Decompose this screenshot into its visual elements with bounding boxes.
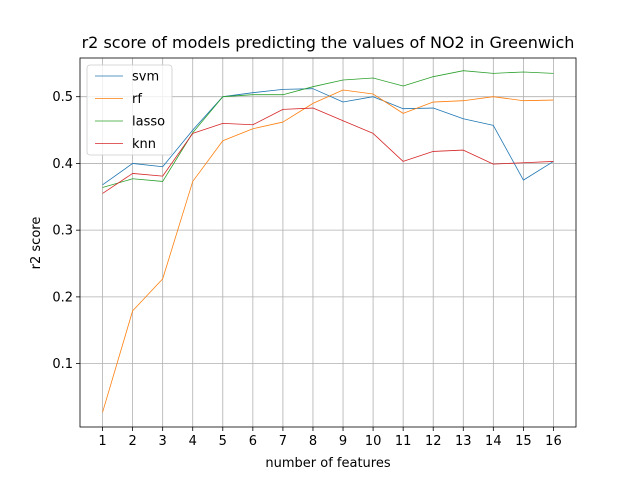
x-tick-label: 5 [219, 434, 227, 449]
series-lines [102, 70, 554, 413]
x-tick-label: 2 [128, 434, 136, 449]
y-tick-label: 0.4 [52, 157, 73, 172]
x-tick-label: 3 [159, 434, 167, 449]
y-tick-label: 0.1 [52, 357, 73, 372]
legend-label-lasso: lasso [132, 115, 165, 130]
series-line-lasso [102, 70, 554, 188]
x-tick-label: 6 [249, 434, 257, 449]
x-tick-label: 4 [189, 434, 197, 449]
x-tick-label: 13 [455, 434, 472, 449]
x-tick-label: 1 [98, 434, 106, 449]
y-axis-ticks: 0.1 0.2 0.3 0.4 0.5 [52, 90, 80, 372]
y-axis-label: r2 score [29, 217, 44, 270]
chart-title: r2 score of models predicting the values… [82, 33, 575, 52]
legend: svm rf lasso knn [86, 64, 173, 156]
x-tick-label: 12 [425, 434, 442, 449]
x-tick-label: 8 [309, 434, 317, 449]
y-tick-label: 0.2 [52, 290, 73, 305]
y-tick-label: 0.5 [52, 90, 73, 105]
series-line-svm [102, 88, 554, 186]
x-tick-label: 10 [365, 434, 382, 449]
legend-label-rf: rf [132, 92, 142, 107]
legend-label-knn: knn [132, 137, 156, 152]
series-line-knn [102, 107, 554, 194]
y-tick-label: 0.3 [52, 224, 73, 239]
x-tick-label: 15 [515, 434, 532, 449]
legend-box [86, 64, 173, 156]
x-tick-label: 14 [485, 434, 502, 449]
legend-label-svm: svm [132, 70, 159, 85]
x-tick-label: 11 [395, 434, 412, 449]
plot-frame [79, 57, 577, 428]
x-axis-label: number of features [265, 456, 390, 471]
x-axis-ticks: 1 2 3 4 5 6 7 8 9 10 11 12 13 14 15 16 [98, 427, 562, 449]
x-tick-label: 16 [545, 434, 562, 449]
series-line-rf [102, 89, 554, 413]
x-tick-label: 7 [279, 434, 287, 449]
x-tick-label: 9 [339, 434, 347, 449]
